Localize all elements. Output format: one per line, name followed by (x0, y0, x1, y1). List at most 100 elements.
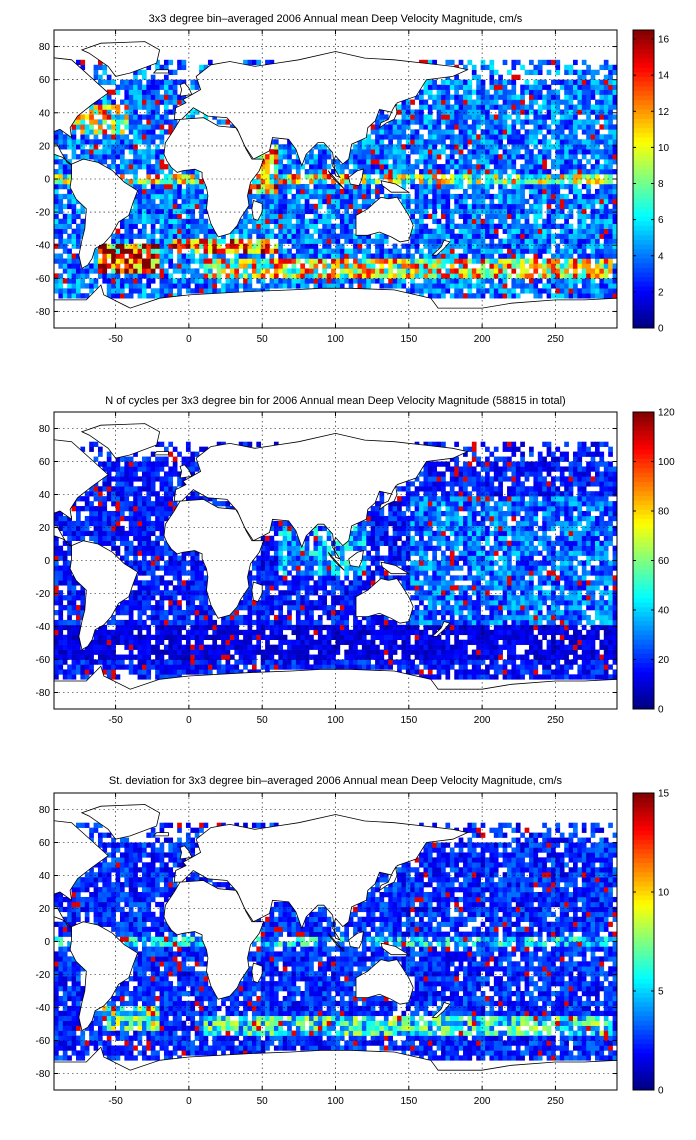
heatmap-cell (577, 119, 583, 125)
heatmap-cell (612, 273, 618, 279)
heatmap-cell (515, 273, 521, 279)
heatmap-cell (172, 669, 178, 675)
heatmap-cell (383, 114, 389, 120)
heatmap-cell (181, 590, 187, 596)
heatmap-cell (344, 248, 349, 254)
heatmap-cell (485, 278, 490, 284)
heatmap-cell (419, 203, 424, 210)
heatmap-cell (568, 159, 574, 165)
heatmap-cell (542, 268, 547, 274)
heatmap-cell (172, 203, 178, 210)
heatmap-cell (427, 188, 433, 195)
heatmap-cell (133, 144, 138, 150)
heatmap-cell (137, 208, 143, 215)
heatmap-cell (467, 208, 473, 215)
colorbar-segment (633, 258, 654, 264)
heatmap-cell (410, 283, 415, 289)
heatmap-cell (489, 263, 495, 269)
heatmap-cell (111, 525, 116, 532)
heatmap-cell (71, 124, 77, 130)
heatmap-cell (84, 654, 90, 660)
heatmap-cell (133, 253, 138, 259)
heatmap-cell (577, 69, 583, 75)
heatmap-cell (119, 654, 125, 660)
heatmap-cell (75, 605, 81, 611)
heatmap-cell (603, 268, 609, 274)
heatmap-cell (159, 149, 165, 155)
heatmap-cell (71, 659, 77, 665)
heatmap-cell (581, 203, 587, 210)
heatmap-cell (295, 278, 301, 284)
heatmap-cell (612, 129, 618, 135)
heatmap-cell (454, 208, 459, 215)
heatmap-cell (537, 179, 543, 185)
heatmap-cell (111, 288, 116, 294)
heatmap-cell (146, 283, 152, 289)
heatmap-cell (207, 248, 213, 254)
heatmap-cell (375, 193, 380, 200)
heatmap-cell (419, 124, 424, 130)
heatmap-cell (111, 515, 116, 522)
heatmap-cell (71, 218, 77, 224)
heatmap-cell (537, 124, 543, 130)
heatmap-cell (485, 139, 490, 145)
heatmap-cell (511, 144, 517, 150)
heatmap-cell (80, 64, 86, 71)
heatmap-cell (282, 223, 288, 229)
heatmap-cell (119, 159, 125, 165)
heatmap-cell (612, 283, 618, 289)
heatmap-cell (54, 169, 59, 175)
heatmap-cell (573, 258, 578, 264)
heatmap-cell (445, 273, 451, 279)
heatmap-cell (590, 283, 596, 289)
heatmap-cell (533, 218, 539, 224)
heatmap-cell (603, 253, 609, 259)
heatmap-cell (507, 94, 512, 100)
heatmap-cell (564, 248, 569, 254)
heatmap-cell (150, 169, 156, 175)
heatmap-cell (58, 511, 64, 517)
heatmap-cell (577, 94, 583, 100)
heatmap-cell (93, 456, 99, 462)
heatmap-cell (58, 629, 64, 636)
heatmap-cell (163, 570, 169, 576)
heatmap-cell (375, 134, 380, 140)
heatmap-cell (168, 501, 174, 507)
heatmap-cell (476, 174, 481, 180)
heatmap-cell (357, 149, 363, 155)
heatmap-cell (212, 258, 218, 264)
heatmap-cell (586, 183, 591, 190)
heatmap-cell (344, 188, 349, 195)
heatmap-cell (533, 64, 539, 71)
heatmap-cell (155, 560, 160, 566)
heatmap-cell (128, 109, 134, 115)
heatmap-cell (172, 243, 178, 249)
heatmap-cell (436, 124, 442, 130)
heatmap-cell (181, 659, 187, 665)
heatmap-cell (133, 129, 138, 135)
heatmap-cell (119, 486, 125, 492)
heatmap-cell (282, 218, 288, 224)
heatmap-cell (282, 188, 288, 195)
heatmap-cell (225, 273, 231, 279)
heatmap-cell (128, 273, 134, 279)
heatmap-cell (221, 119, 226, 125)
heatmap-cell (480, 154, 486, 160)
heatmap-cell (133, 233, 138, 239)
heatmap-cell (603, 134, 609, 140)
heatmap-cell (190, 629, 196, 636)
heatmap-cell (476, 154, 481, 160)
heatmap-cell (67, 580, 72, 586)
heatmap-cell (168, 79, 174, 85)
heatmap-cell (577, 238, 583, 244)
heatmap-cell (185, 619, 191, 626)
heatmap-cell (410, 164, 415, 170)
heatmap-cell (111, 79, 116, 85)
heatmap-cell (471, 69, 477, 75)
heatmap-cell (150, 188, 156, 195)
heatmap-cell (304, 228, 310, 234)
heatmap-cell (361, 188, 367, 195)
heatmap-cell (251, 273, 257, 279)
heatmap-cell (80, 129, 86, 135)
heatmap-cell (419, 273, 424, 279)
